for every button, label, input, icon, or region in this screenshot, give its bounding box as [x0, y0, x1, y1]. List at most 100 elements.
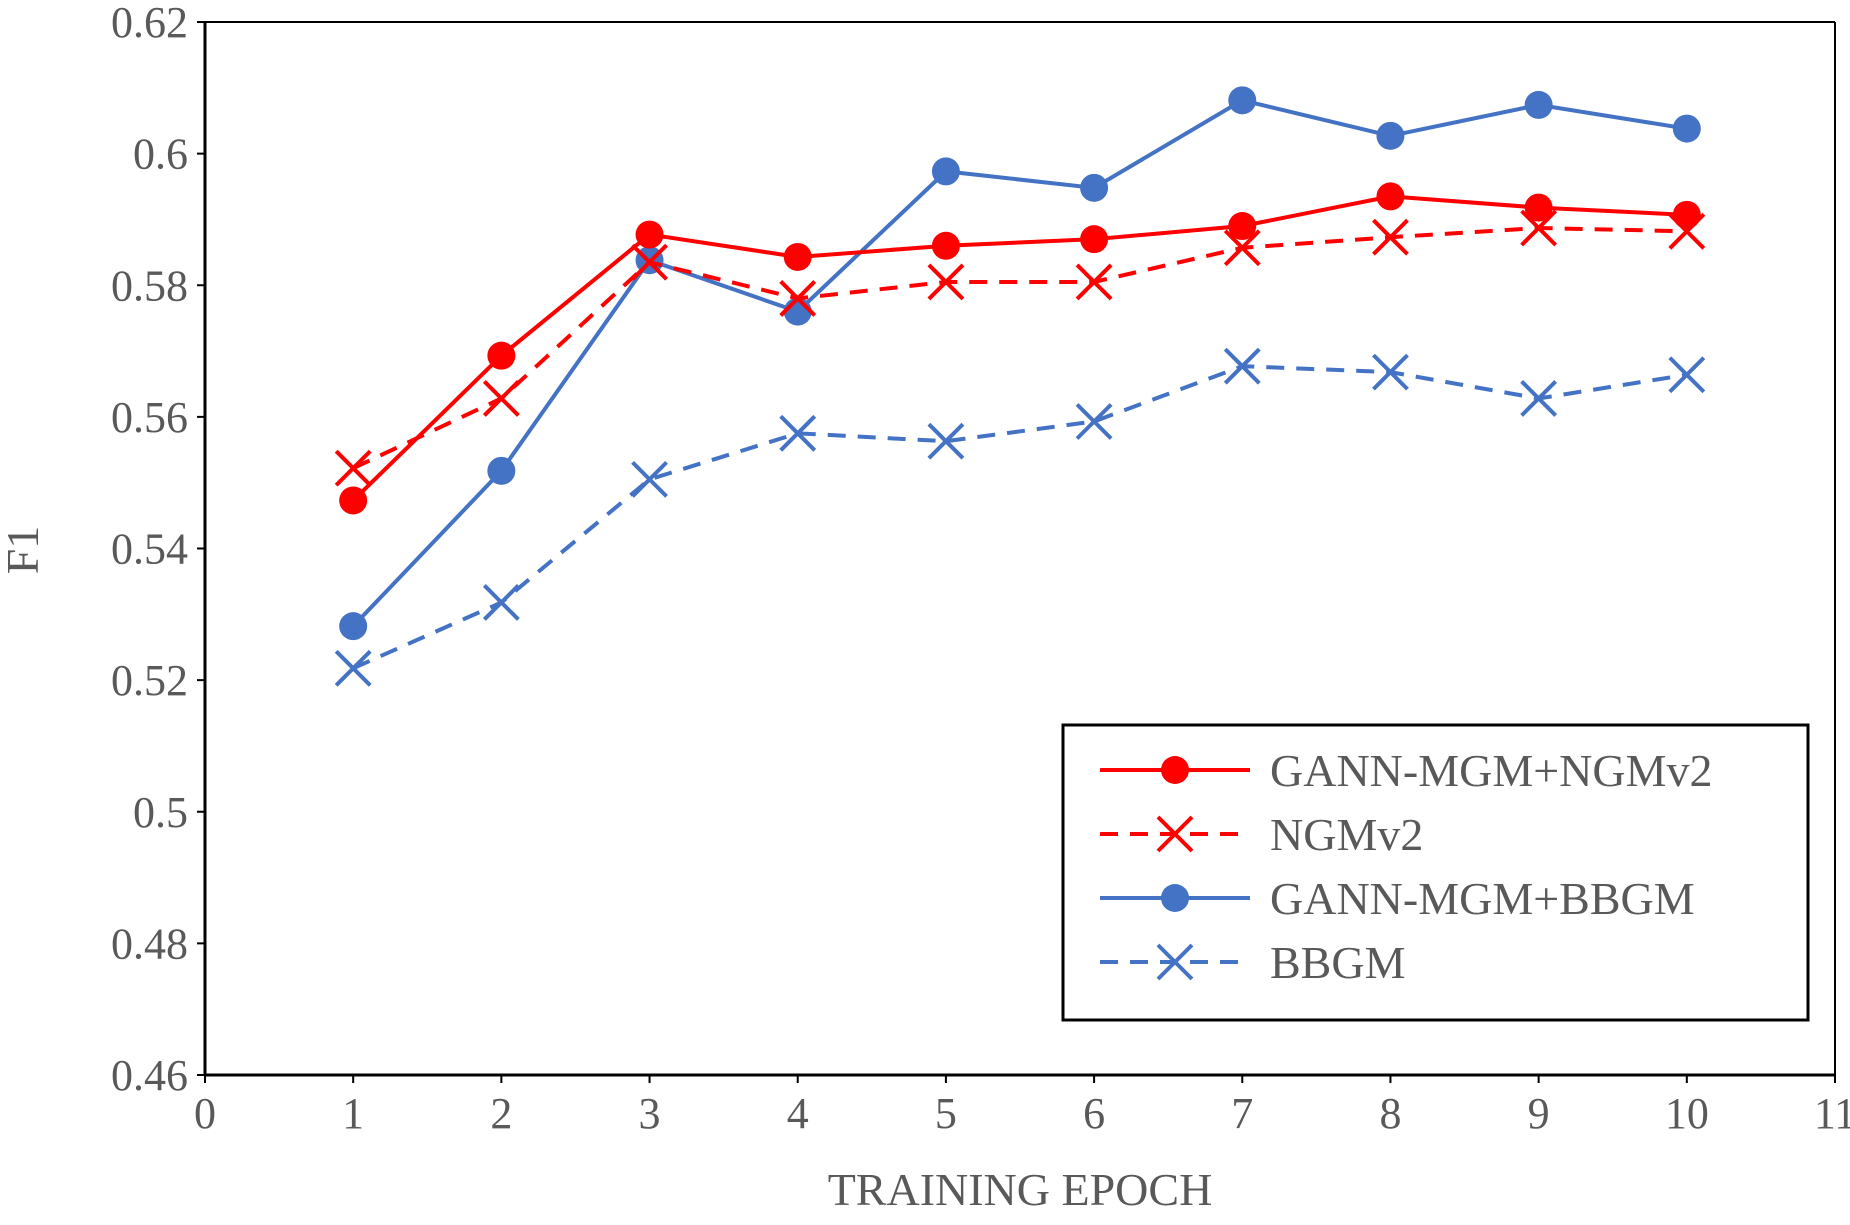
- x-marker-stroke: [1075, 263, 1113, 301]
- data-point: [631, 460, 668, 498]
- x-marker-stroke: [1156, 815, 1194, 853]
- x-marker-stroke: [927, 422, 965, 460]
- y-tick-label: 0.6: [133, 130, 188, 179]
- legend-entry-ngmv2: NGMv2: [1100, 809, 1423, 860]
- series-gann-mgm-bbgm: [339, 86, 1701, 641]
- data-point: [1372, 353, 1409, 391]
- x-tick-label: 1: [342, 1089, 364, 1138]
- data-point: [1075, 263, 1113, 301]
- y-tick-label: 0.48: [111, 919, 188, 968]
- x-marker-stroke: [1520, 209, 1558, 247]
- x-tick-label: 9: [1528, 1089, 1550, 1138]
- data-point: [1223, 229, 1261, 267]
- series-bbgm: [334, 347, 1706, 687]
- y-tick-label: 0.54: [111, 525, 188, 574]
- data-point: [1376, 182, 1405, 211]
- y-tick-label: 0.58: [111, 261, 188, 310]
- y-axis-title: F1: [0, 526, 48, 575]
- series-line-gann-mgm-ngmv2: [351, 194, 1687, 502]
- data-point: [927, 422, 965, 460]
- x-tick-label: 7: [1231, 1089, 1253, 1138]
- x-marker-stroke: [631, 460, 668, 498]
- data-point: [931, 231, 960, 260]
- x-marker-stroke: [334, 449, 372, 487]
- data-point: [1228, 212, 1257, 241]
- x-marker-stroke: [1668, 356, 1706, 394]
- data-point: [1672, 114, 1701, 143]
- x-tick-label: 10: [1665, 1089, 1709, 1138]
- legend-label: BBGM: [1270, 937, 1405, 988]
- series-line-gann-mgm-bbgm: [351, 98, 1688, 628]
- series-gann-mgm-ngmv2: [339, 182, 1701, 515]
- data-point: [779, 279, 817, 317]
- x-marker-stroke: [1520, 380, 1558, 417]
- legend-marker: [1161, 756, 1189, 784]
- data-point: [927, 263, 965, 301]
- data-point: [1228, 86, 1257, 115]
- data-point: [334, 449, 372, 487]
- tick-labels: 0.46 0.48 0.5 0.52 0.54 0.56 0.58 0.6 0.62 0 1 2 3 4 5…: [111, 0, 1850, 1138]
- data-point: [482, 584, 520, 621]
- data-point: [487, 456, 516, 485]
- x-marker-stroke: [1223, 347, 1261, 385]
- data-point: [1524, 193, 1553, 222]
- x-tick-label: 3: [639, 1089, 661, 1138]
- data-point: [482, 380, 520, 417]
- x-axis-title: TRAINING EPOCH: [828, 1164, 1213, 1215]
- data-point: [339, 486, 368, 515]
- data-point: [1520, 209, 1558, 247]
- data-point: [1223, 347, 1261, 385]
- data-point: [1080, 225, 1109, 254]
- x-tick-label: 2: [490, 1089, 512, 1138]
- y-tick-label: 0.5: [133, 788, 188, 837]
- data-point: [1075, 403, 1113, 440]
- series-ngmv2: [334, 209, 1706, 487]
- legend-label: GANN-MGM+BBGM: [1270, 873, 1695, 924]
- data-point: [783, 242, 812, 271]
- x-marker-stroke: [779, 414, 817, 452]
- data-point: [631, 243, 668, 281]
- legend-marker: [1156, 943, 1194, 981]
- x-marker-stroke: [334, 649, 372, 687]
- data-point: [1672, 200, 1701, 229]
- x-marker-stroke: [1075, 403, 1113, 440]
- y-tick-label: 0.62: [111, 0, 188, 47]
- x-marker-stroke: [482, 584, 520, 621]
- y-tick-label: 0.46: [111, 1051, 188, 1100]
- legend-label: NGMv2: [1270, 809, 1423, 860]
- x-marker-stroke: [1156, 943, 1194, 981]
- x-marker-stroke: [482, 380, 520, 417]
- y-tick-label: 0.52: [111, 656, 188, 705]
- legend-marker: [1156, 815, 1194, 853]
- data-point: [931, 157, 960, 186]
- data-point: [1524, 90, 1553, 119]
- x-tick-label: 6: [1083, 1089, 1105, 1138]
- y-tick-label: 0.56: [111, 393, 188, 442]
- series-line-bbgm: [352, 364, 1688, 671]
- data-point: [783, 297, 812, 326]
- data-point: [635, 220, 664, 249]
- data-point: [1520, 380, 1558, 417]
- legend: GANN-MGM+NGMv2 NGMv2 GANN-MGM+BBGM BBGM: [1061, 723, 1810, 1022]
- legend-marker: [1161, 884, 1189, 912]
- x-tick-label: 11: [1814, 1089, 1850, 1138]
- data-point: [779, 414, 817, 452]
- data-point: [339, 612, 368, 641]
- x-marker-stroke: [927, 263, 965, 301]
- data-point: [1372, 218, 1409, 256]
- data-point: [1376, 121, 1405, 150]
- data-point: [1668, 356, 1706, 394]
- x-tick-label: 5: [935, 1089, 957, 1138]
- x-tick-label: 0: [194, 1089, 216, 1138]
- plot-area: [334, 86, 1706, 687]
- data-point: [334, 649, 372, 687]
- legend-entry-gann-mgm-bbgm: GANN-MGM+BBGM: [1100, 873, 1695, 924]
- x-marker-stroke: [779, 279, 817, 317]
- legend-entry-gann-mgm-ngmv2: GANN-MGM+NGMv2: [1100, 745, 1713, 796]
- x-tick-label: 8: [1379, 1089, 1401, 1138]
- x-marker-stroke: [1223, 229, 1261, 267]
- legend-label: GANN-MGM+NGMv2: [1270, 745, 1713, 796]
- x-marker-stroke: [631, 243, 668, 281]
- data-point: [1080, 173, 1109, 202]
